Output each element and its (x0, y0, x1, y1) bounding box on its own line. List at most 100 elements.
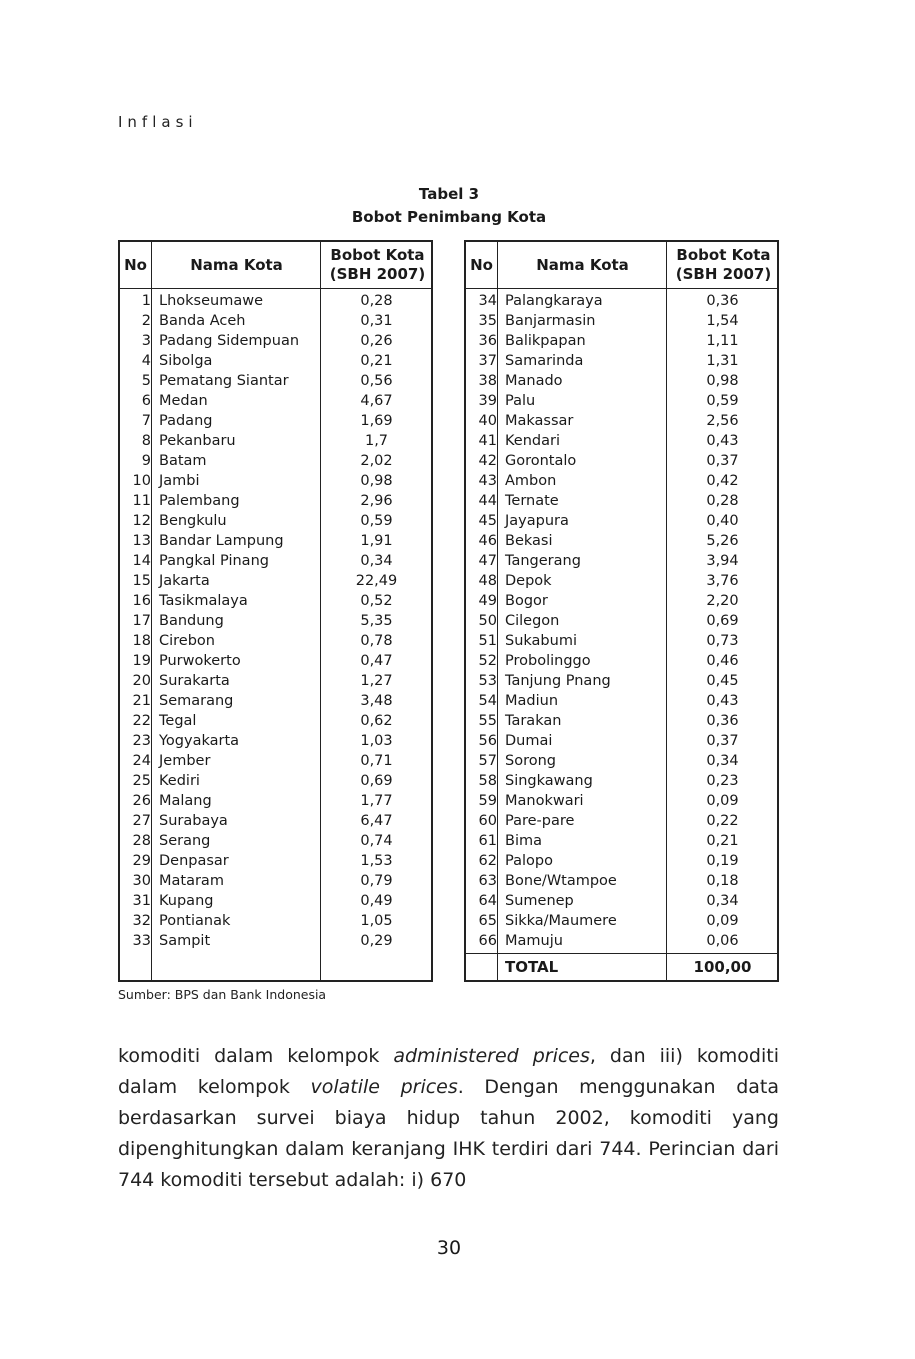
row-number: 66 (478, 933, 497, 949)
row-number: 56 (478, 733, 497, 749)
city-name: Jayapura (505, 513, 569, 529)
city-weight: 0,37 (706, 733, 739, 749)
table-row: 19 Purwokerto 0,47 (120, 651, 431, 671)
row-number: 42 (478, 453, 497, 469)
row-number: 49 (478, 593, 497, 609)
row-number: 26 (132, 793, 151, 809)
table-source-note: Sumber: BPS dan Bank Indonesia (118, 987, 327, 1002)
city-name: Tanjung Pnang (505, 673, 611, 689)
header-weight-line2: (SBH 2007) (329, 265, 426, 283)
city-name: Tangerang (505, 553, 581, 569)
city-name: Mamuju (505, 933, 563, 949)
city-name: Padang Sidempuan (159, 333, 300, 349)
table-row: 66 Mamuju 0,06 (466, 931, 777, 951)
body-text-part: . Dengan menggunakan data berdasarkan su… (118, 1076, 780, 1191)
row-number: 2 (141, 313, 151, 329)
city-name: Depok (505, 573, 552, 589)
table-row: 44 Ternate 0,28 (466, 491, 777, 511)
city-weight: 0,29 (360, 933, 393, 949)
city-name: Jakarta (159, 573, 210, 589)
city-weight: 5,35 (360, 613, 393, 629)
header-weight: Bobot Kota (SBH 2007) (668, 242, 779, 288)
city-weight: 0,19 (706, 853, 739, 869)
city-name: Palu (505, 393, 536, 409)
city-weight: 1,27 (360, 673, 393, 689)
city-weight: 0,34 (706, 753, 739, 769)
row-number: 40 (478, 413, 497, 429)
table-body: 1 Lhokseumawe 0,28 2 Banda Aceh 0,31 3 Padang S… (120, 291, 431, 951)
city-name: Jambi (159, 473, 200, 489)
city-weight: 0,21 (706, 833, 739, 849)
city-name: Lhokseumawe (159, 293, 263, 309)
city-weight: 0,46 (706, 653, 739, 669)
city-weight: 0,98 (706, 373, 739, 389)
row-number: 30 (132, 873, 151, 889)
city-name: Singkawang (505, 773, 593, 789)
row-number: 52 (478, 653, 497, 669)
city-weight: 0,62 (360, 713, 393, 729)
city-name: Samarinda (505, 353, 584, 369)
city-name: Pontianak (159, 913, 231, 929)
row-number: 60 (478, 813, 497, 829)
table-row: 13 Bandar Lampung 1,91 (120, 531, 431, 551)
row-number: 58 (478, 773, 497, 789)
table-row: 1 Lhokseumawe 0,28 (120, 291, 431, 311)
row-number: 65 (478, 913, 497, 929)
table-row: 46 Bekasi 5,26 (466, 531, 777, 551)
city-weight: 22,49 (355, 573, 398, 589)
row-number: 23 (132, 733, 151, 749)
table-row: 20 Surakarta 1,27 (120, 671, 431, 691)
table-row: 29 Denpasar 1,53 (120, 851, 431, 871)
city-weight: 3,94 (706, 553, 739, 569)
city-weight: 2,56 (706, 413, 739, 429)
row-number: 33 (132, 933, 151, 949)
row-number: 15 (132, 573, 151, 589)
row-number: 20 (132, 673, 151, 689)
row-number: 4 (141, 353, 151, 369)
table-row: 7 Padang 1,69 (120, 411, 431, 431)
city-weight: 1,03 (360, 733, 393, 749)
row-number: 7 (141, 413, 151, 429)
city-name: Padang (159, 413, 213, 429)
city-weight: 0,40 (706, 513, 739, 529)
table-row: 62 Palopo 0,19 (466, 851, 777, 871)
table-row: 16 Tasikmalaya 0,52 (120, 591, 431, 611)
table-row: 35 Banjarmasin 1,54 (466, 311, 777, 331)
city-name: Palangkaraya (505, 293, 603, 309)
city-name: Surabaya (159, 813, 228, 829)
city-weight: 0,69 (706, 613, 739, 629)
city-name: Surakarta (159, 673, 230, 689)
city-weight: 0,59 (706, 393, 739, 409)
city-name: Tegal (159, 713, 197, 729)
table-row: 14 Pangkal Pinang 0,34 (120, 551, 431, 571)
row-number: 8 (141, 433, 151, 449)
table-row: 40 Makassar 2,56 (466, 411, 777, 431)
row-number: 62 (478, 853, 497, 869)
city-name: Balikpapan (505, 333, 586, 349)
city-weight: 0,42 (706, 473, 739, 489)
city-weight: 5,26 (706, 533, 739, 549)
row-number: 54 (478, 693, 497, 709)
city-name: Gorontalo (505, 453, 577, 469)
city-weight: 1,77 (360, 793, 393, 809)
total-value: 100,00 (693, 958, 752, 976)
row-number: 22 (132, 713, 151, 729)
table-row: 63 Bone/Wtampoe 0,18 (466, 871, 777, 891)
row-number: 59 (478, 793, 497, 809)
city-weight: 1,11 (706, 333, 739, 349)
row-number: 32 (132, 913, 151, 929)
table-header: No Nama Kota Bobot Kota (SBH 2007) (466, 242, 777, 289)
city-name: Sikka/Maumere (505, 913, 617, 929)
table-row: 15 Jakarta 22,49 (120, 571, 431, 591)
table-row: 37 Samarinda 1,31 (466, 351, 777, 371)
city-weight: 0,34 (360, 553, 393, 569)
row-number: 55 (478, 713, 497, 729)
table-row: 3 Padang Sidempuan 0,26 (120, 331, 431, 351)
table-row: 64 Sumenep 0,34 (466, 891, 777, 911)
column-divider (497, 242, 498, 980)
city-weight: 0,52 (360, 593, 393, 609)
table-row: 52 Probolinggo 0,46 (466, 651, 777, 671)
city-name: Bima (505, 833, 542, 849)
header-city-name: Nama Kota (190, 255, 283, 274)
table-row: 34 Palangkaraya 0,36 (466, 291, 777, 311)
